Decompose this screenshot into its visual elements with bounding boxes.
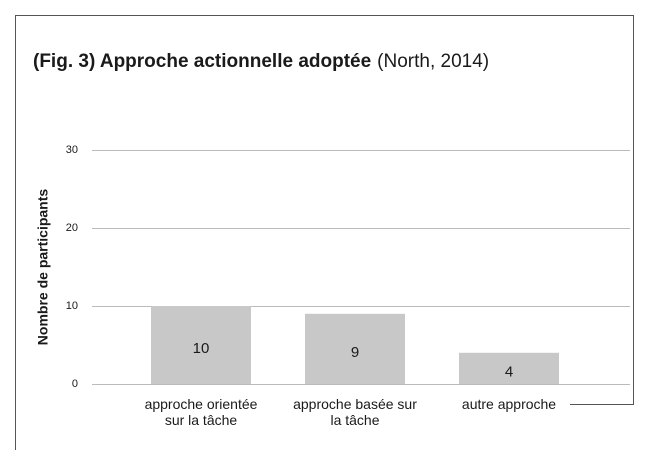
bar — [305, 313, 405, 384]
x-tick-label: approche basée sur la tâche — [293, 396, 417, 428]
y-tick-label: 20 — [66, 222, 78, 234]
y-tick-label: 10 — [66, 300, 78, 312]
x-tick-label: autre approche — [461, 396, 557, 412]
y-tick-label: 0 — [72, 378, 78, 390]
x-tick-label: approche orientée sur la tâche — [144, 396, 258, 428]
frame-border — [15, 15, 634, 450]
value-label: 10 — [193, 340, 210, 357]
value-label: 4 — [505, 363, 513, 380]
chart-title: (Fig. 3) Approche actionnelle adoptée (No… — [33, 51, 489, 72]
y-tick-label: 30 — [66, 144, 78, 156]
title-main: (Fig. 3) Approche actionnelle adoptée — [33, 51, 371, 72]
bar — [151, 306, 251, 384]
bar — [459, 352, 559, 384]
value-label: 9 — [351, 344, 359, 361]
title-note: (North, 2014) — [377, 51, 489, 72]
y-axis-label: Nombre de participants — [35, 189, 51, 346]
